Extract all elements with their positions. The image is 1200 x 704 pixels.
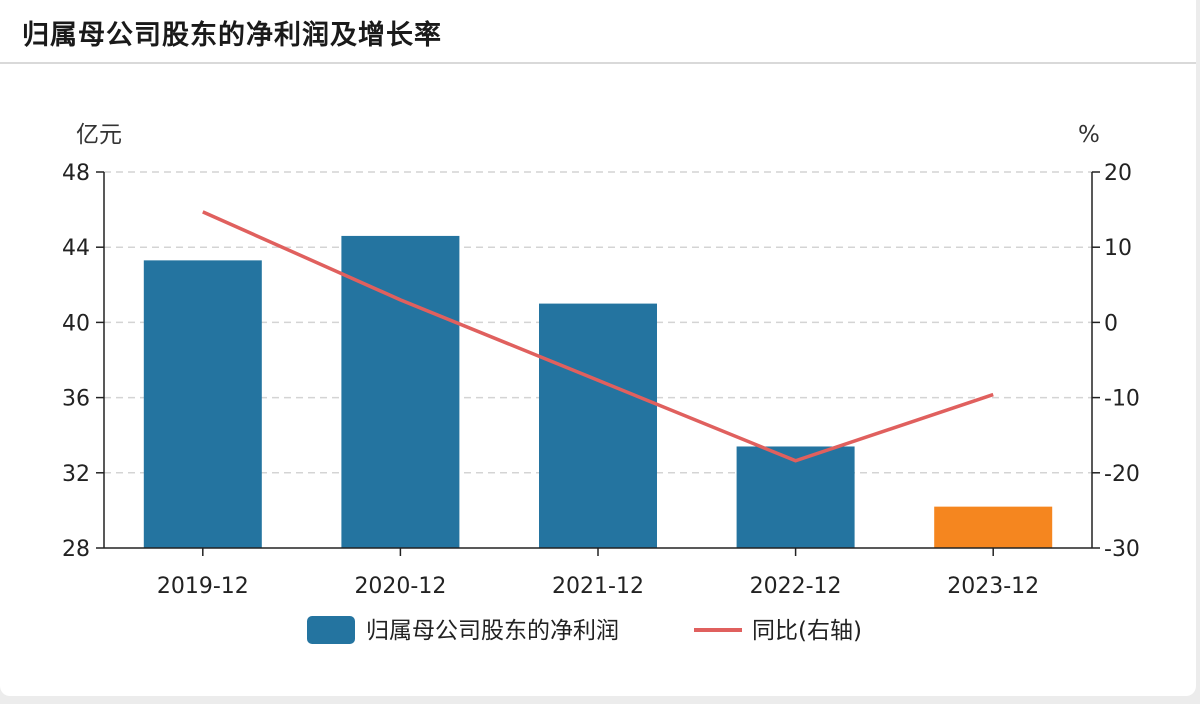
chart-title: 归属母公司股东的净利润及增长率 — [22, 20, 442, 51]
axis-layer: 28 32 36 40 44 48 -30 -20 -10 0 10 20 亿元 % 2019-12 2020… — [62, 122, 1140, 599]
left-axis-unit: 亿元 — [76, 122, 122, 148]
bar-2020-12 — [341, 235, 460, 549]
bar-2023-12 — [934, 506, 1053, 548]
legend-label-line: 同比(右轴) — [752, 618, 862, 644]
right-tick-label: 20 — [1104, 161, 1132, 186]
x-tick-label: 2023-12 — [947, 574, 1039, 599]
x-tick-label: 2021-12 — [552, 574, 644, 599]
legend: 归属母公司股东的净利润 同比(右轴) — [307, 616, 862, 644]
right-tick-label: -10 — [1104, 387, 1140, 412]
x-tick-label: 2020-12 — [354, 574, 446, 599]
bar-2021-12 — [539, 303, 657, 548]
legend-label-bar: 归属母公司股东的净利润 — [366, 618, 619, 644]
line-layer — [202, 210, 994, 463]
x-tick-label: 2022-12 — [750, 574, 842, 599]
card-header: 归属母公司股东的净利润及增长率 — [0, 0, 1196, 64]
legend-swatch-bar — [307, 616, 355, 644]
left-tick-label: 40 — [62, 311, 90, 336]
right-axis-unit: % — [1078, 122, 1100, 148]
right-tick-label: 10 — [1104, 236, 1132, 261]
bar-2022-12 — [736, 446, 855, 548]
left-tick-label: 28 — [62, 537, 90, 562]
left-tick-label: 48 — [62, 161, 90, 186]
right-tick-label: 0 — [1104, 311, 1118, 336]
right-tick-label: -20 — [1104, 462, 1140, 487]
left-tick-label: 36 — [62, 387, 90, 412]
x-tick-label: 2019-12 — [157, 574, 249, 599]
bar-layer — [143, 235, 1053, 549]
right-tick-label: -30 — [1104, 537, 1140, 562]
left-tick-label: 32 — [62, 462, 90, 487]
bar-2019-12 — [143, 260, 262, 548]
left-tick-label: 44 — [62, 236, 90, 261]
